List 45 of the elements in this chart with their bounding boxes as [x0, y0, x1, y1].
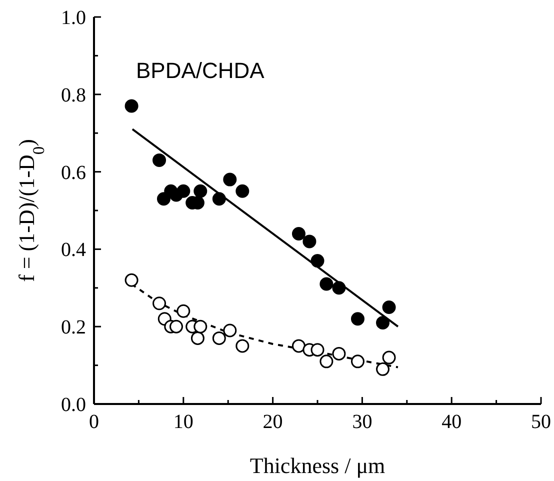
x-tick-label: 0 — [89, 411, 99, 433]
point — [350, 312, 364, 326]
point — [194, 184, 208, 198]
point — [170, 320, 183, 334]
point — [332, 346, 346, 360]
x-tick-label: 40 — [442, 411, 462, 433]
point — [194, 320, 208, 334]
point — [310, 343, 324, 357]
point — [350, 354, 364, 368]
point — [176, 184, 190, 198]
point — [223, 324, 237, 338]
point — [124, 99, 138, 113]
y-tick-label: 0.2 — [61, 316, 86, 339]
point — [212, 331, 226, 345]
point — [376, 362, 390, 376]
point — [320, 277, 334, 291]
y-tick-label: 0.0 — [61, 394, 86, 416]
point — [124, 273, 138, 287]
point — [376, 316, 390, 330]
point — [176, 304, 190, 318]
point — [223, 172, 237, 186]
point — [332, 281, 346, 295]
point — [236, 184, 250, 198]
point — [152, 153, 166, 167]
point — [212, 192, 226, 206]
point — [382, 300, 396, 314]
y-tick-label: 0.6 — [61, 162, 86, 184]
x-tick-label: 20 — [262, 411, 283, 433]
point — [292, 339, 306, 353]
point — [152, 296, 166, 310]
point — [236, 339, 250, 353]
x-tick-label: 30 — [352, 411, 372, 433]
annotation: BPDA/CHDA — [136, 58, 264, 84]
point — [320, 354, 334, 368]
x-tick-label: 50 — [531, 411, 551, 433]
point — [190, 331, 204, 345]
point — [382, 350, 396, 364]
x-tick-label: 10 — [173, 411, 194, 433]
point — [292, 226, 306, 240]
x-axis-title: Thickness / μm — [250, 453, 386, 478]
point — [302, 234, 316, 248]
y-tick-label: 1.0 — [61, 7, 86, 29]
y-tick-label: 0.8 — [61, 84, 86, 106]
y-tick-label: 0.4 — [61, 239, 86, 262]
point — [310, 254, 324, 268]
